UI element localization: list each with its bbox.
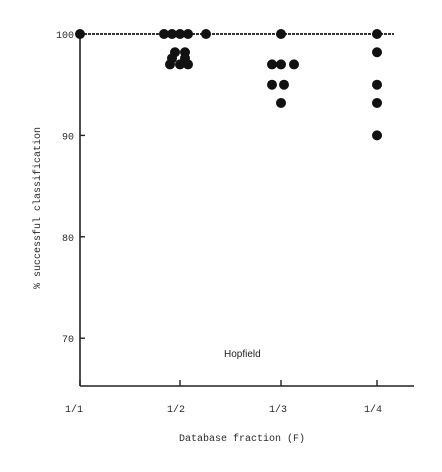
- data-point: [267, 79, 277, 90]
- data-point: [372, 29, 382, 39]
- data-point: [165, 59, 175, 70]
- x-ticks: 1/1 1/2 1/3 1/4: [65, 380, 382, 416]
- x-tick-label-1: 1/1: [65, 404, 83, 416]
- data-point: [201, 29, 211, 39]
- data-point: [183, 29, 193, 39]
- data-point: [372, 97, 382, 108]
- x-tick-label-4: 1/4: [364, 404, 382, 416]
- annotation-label: Hopfield: [224, 349, 261, 360]
- data-point: [175, 59, 185, 70]
- data-point: [167, 29, 177, 39]
- data-point: [267, 59, 277, 70]
- y-tick-label-100: 100: [56, 31, 74, 42]
- y-ticks: 70 80 90 100: [56, 31, 85, 346]
- data-point: [279, 79, 289, 90]
- y-tick-label-80: 80: [62, 234, 74, 245]
- data-points: [75, 29, 382, 141]
- data-point: [175, 29, 185, 39]
- data-point: [75, 29, 85, 39]
- x-tick-label-3: 1/3: [269, 404, 287, 416]
- data-point: [159, 29, 169, 39]
- x-tick-label-2: 1/2: [167, 404, 185, 416]
- data-point: [183, 59, 193, 70]
- data-point: [276, 29, 286, 39]
- data-point: [372, 47, 382, 58]
- data-point: [372, 130, 382, 141]
- x-axis-title: Database fraction (F): [179, 433, 305, 445]
- y-axis-title: % successful classification: [32, 127, 44, 289]
- data-point: [289, 59, 299, 70]
- data-point: [276, 59, 286, 70]
- data-point: [276, 97, 286, 108]
- y-tick-label-90: 90: [62, 132, 74, 143]
- data-point: [372, 79, 382, 90]
- y-tick-label-70: 70: [62, 335, 74, 346]
- plot-frame: [79, 30, 414, 387]
